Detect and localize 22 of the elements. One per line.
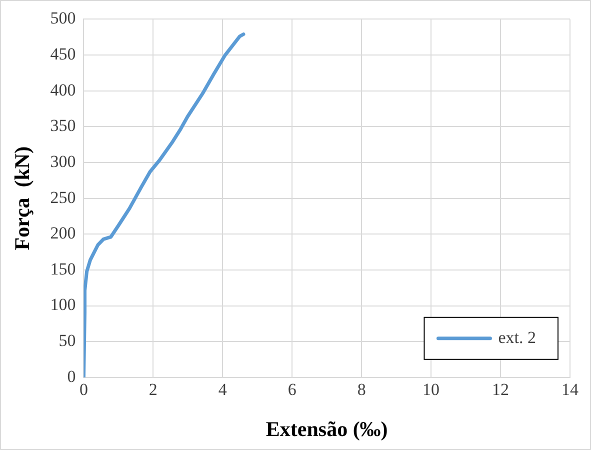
x-tick-label: 4: [218, 380, 228, 400]
y-tick-label: 300: [50, 152, 76, 171]
y-tick-label: 150: [50, 259, 76, 278]
x-tick-label: 12: [492, 380, 510, 400]
x-tick-label: 10: [422, 380, 440, 400]
x-tick-label: 2: [148, 380, 158, 400]
y-tick-label: 0: [67, 366, 76, 386]
x-tick-label: 6: [288, 380, 296, 400]
y-tick-label: 50: [58, 331, 76, 350]
y-axis-title: Força (kN): [10, 146, 34, 250]
y-tick-label: 400: [50, 80, 76, 100]
x-tick-label: 8: [357, 380, 366, 400]
legend-label: ext. 2: [498, 328, 536, 347]
y-tick-label: 350: [50, 116, 76, 136]
x-tick-label: 14: [562, 380, 579, 400]
y-tick-label: 500: [50, 8, 76, 28]
y-tick-label: 450: [50, 44, 76, 64]
x-tick-label: 0: [79, 380, 88, 400]
y-tick-label: 100: [50, 295, 76, 314]
x-axis-title: Extensão (‰): [266, 416, 388, 441]
y-tick-label: 200: [50, 224, 76, 243]
y-tick-label: 250: [50, 188, 76, 207]
